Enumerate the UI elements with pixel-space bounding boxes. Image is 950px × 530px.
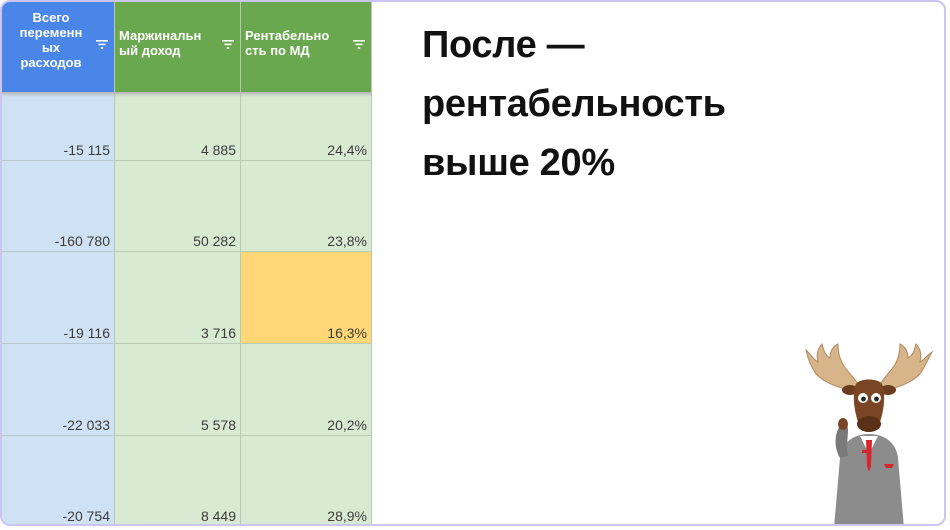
table-cell[interactable]: 28,9% [241,436,371,524]
headline-line: рентабельность [422,83,726,125]
header-line: ых [41,40,61,55]
cell-value: 28,9% [327,508,367,524]
headline: После — рентабельность выше 20% [422,16,922,193]
header-line: ый доход [119,43,181,58]
table-cell[interactable]: 3 716 [115,252,240,344]
filter-icon[interactable] [96,40,108,49]
headline-line: После — [422,24,585,66]
header-line: расходов [20,55,82,70]
spreadsheet: Всего переменн ых расходов -15 115 -160 … [2,2,372,524]
cell-value: -22 033 [62,417,110,433]
filter-icon[interactable] [353,40,365,49]
header-line: Всего [32,10,70,25]
table-cell[interactable]: -22 033 [2,344,114,436]
table-cell[interactable]: 23,8% [241,161,371,252]
cell-value: 3 716 [200,325,236,341]
table-cell[interactable]: 5 578 [115,344,240,436]
cell-value: -20 754 [62,508,110,524]
cell-value: 50 282 [193,233,236,249]
column-marginal-income: Маржинальн ый доход 4 885 50 282 3 716 5… [114,2,240,524]
filter-icon[interactable] [222,40,234,49]
column-profitability: Рентабельно сть по МД 24,4% 23,8% 16,3% … [240,2,372,524]
header-line: Рентабельно [245,28,330,43]
cell-value: 8 449 [200,508,236,524]
cell-value: 20,2% [327,417,367,433]
table-cell[interactable]: -160 780 [2,161,114,252]
cell-value: 16,3% [327,325,367,341]
headline-line: выше 20% [422,142,615,184]
table-cell-highlighted[interactable]: 16,3% [241,252,371,344]
table-cell[interactable]: 50 282 [115,161,240,252]
cell-value: -15 115 [63,142,110,158]
header-shadow [2,92,372,97]
table-cell[interactable]: 20,2% [241,344,371,436]
header-line: сть по МД [245,43,310,58]
header-profitability[interactable]: Рентабельно сть по МД [241,2,371,92]
cell-value: 5 578 [200,417,236,433]
cell-value: -19 116 [63,325,110,341]
table-cell[interactable]: -19 116 [2,252,114,344]
header-marginal-income[interactable]: Маржинальн ый доход [115,2,240,92]
table-cell[interactable]: -15 115 [2,97,114,161]
header-line: Маржинальн [119,28,202,43]
cell-value: 4 885 [200,142,236,158]
cell-value: 23,8% [327,233,367,249]
table-cell[interactable]: 24,4% [241,97,371,161]
header-line: переменн [19,25,83,40]
table-cell[interactable]: 4 885 [115,97,240,161]
cell-value: -160 780 [54,233,110,249]
column-total-variable: Всего переменн ых расходов -15 115 -160 … [2,2,114,524]
table-cell[interactable]: 8 449 [115,436,240,524]
table-cell[interactable]: -20 754 [2,436,114,524]
moose-mascot-icon [805,343,934,524]
header-total-variable[interactable]: Всего переменн ых расходов [2,2,114,92]
cell-value: 24,4% [327,142,367,158]
